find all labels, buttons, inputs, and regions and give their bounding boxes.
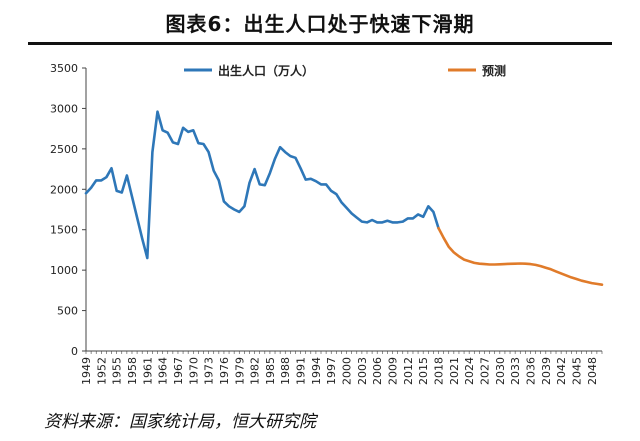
- x-tick-label: 2048: [586, 357, 599, 385]
- x-tick-label: 1955: [111, 357, 124, 385]
- x-tick-label: 1991: [295, 357, 308, 385]
- x-tick-label: 2039: [540, 357, 553, 385]
- x-tick-label: 1988: [279, 357, 292, 385]
- x-tick-label: 1967: [172, 357, 185, 385]
- x-tick-label: 1982: [249, 357, 262, 385]
- x-tick-label: 2036: [524, 357, 537, 385]
- x-tick-label: 2042: [555, 357, 568, 385]
- legend-label-actual: 出生人口（万人）: [218, 63, 314, 78]
- x-tick-label: 1994: [310, 357, 323, 385]
- x-tick-label: 1979: [233, 357, 246, 385]
- legend-label-forecast: 预测: [482, 63, 506, 78]
- source-note: 资料来源：国家统计局，恒大研究院: [44, 412, 316, 432]
- x-tick-label: 2003: [356, 357, 369, 385]
- x-tick-label: 1997: [325, 357, 338, 385]
- x-tick-label: 2000: [341, 357, 354, 385]
- x-tick-label: 2012: [402, 357, 415, 385]
- x-tick-label: 1970: [187, 357, 200, 385]
- title-rule: [28, 42, 612, 45]
- y-tick-label: 0: [71, 345, 78, 358]
- y-tick-label: 2500: [50, 143, 78, 156]
- x-tick-label: 2033: [509, 357, 522, 385]
- x-tick-label: 2021: [448, 357, 461, 385]
- x-tick-label: 1985: [264, 357, 277, 385]
- x-tick-label: 2009: [387, 357, 400, 385]
- x-tick-label: 1976: [218, 357, 231, 385]
- y-tick-label: 2000: [50, 183, 78, 196]
- x-tick-label: 2006: [371, 357, 384, 385]
- chart-title: 图表6：出生人口处于快速下滑期: [165, 12, 475, 36]
- y-tick-label: 500: [57, 305, 78, 318]
- x-tick-label: 1958: [126, 357, 139, 385]
- y-tick-label: 3000: [50, 102, 78, 115]
- x-tick-label: 1964: [157, 357, 170, 385]
- x-tick-label: 1961: [141, 357, 154, 385]
- series-lines: [84, 110, 604, 286]
- x-tick-label: 2027: [478, 357, 491, 385]
- x-tick-label: 1952: [95, 357, 108, 385]
- actual-births-line: [84, 110, 440, 260]
- x-tick-label: 2024: [463, 357, 476, 385]
- x-tick-label: 1949: [80, 357, 93, 385]
- x-axis-ticks: 1949 1952 1955 1958 1961 1964 1967 1970 1973 1976…: [80, 351, 603, 385]
- x-tick-label: 2018: [433, 357, 446, 385]
- y-axis-ticks: 0 500 1000 1500 2000 2500 3000 3500: [50, 62, 86, 358]
- y-tick-label: 3500: [50, 62, 78, 75]
- forecast-line: [437, 226, 604, 286]
- x-tick-label: 2015: [417, 357, 430, 385]
- x-tick-label: 1973: [203, 357, 216, 385]
- legend: 出生人口（万人） 预测: [184, 63, 506, 78]
- chart-axes: [85, 68, 602, 352]
- y-tick-label: 1500: [50, 224, 78, 237]
- y-tick-label: 1000: [50, 264, 78, 277]
- x-tick-label: 2030: [494, 357, 507, 385]
- x-tick-label: 2045: [570, 357, 583, 385]
